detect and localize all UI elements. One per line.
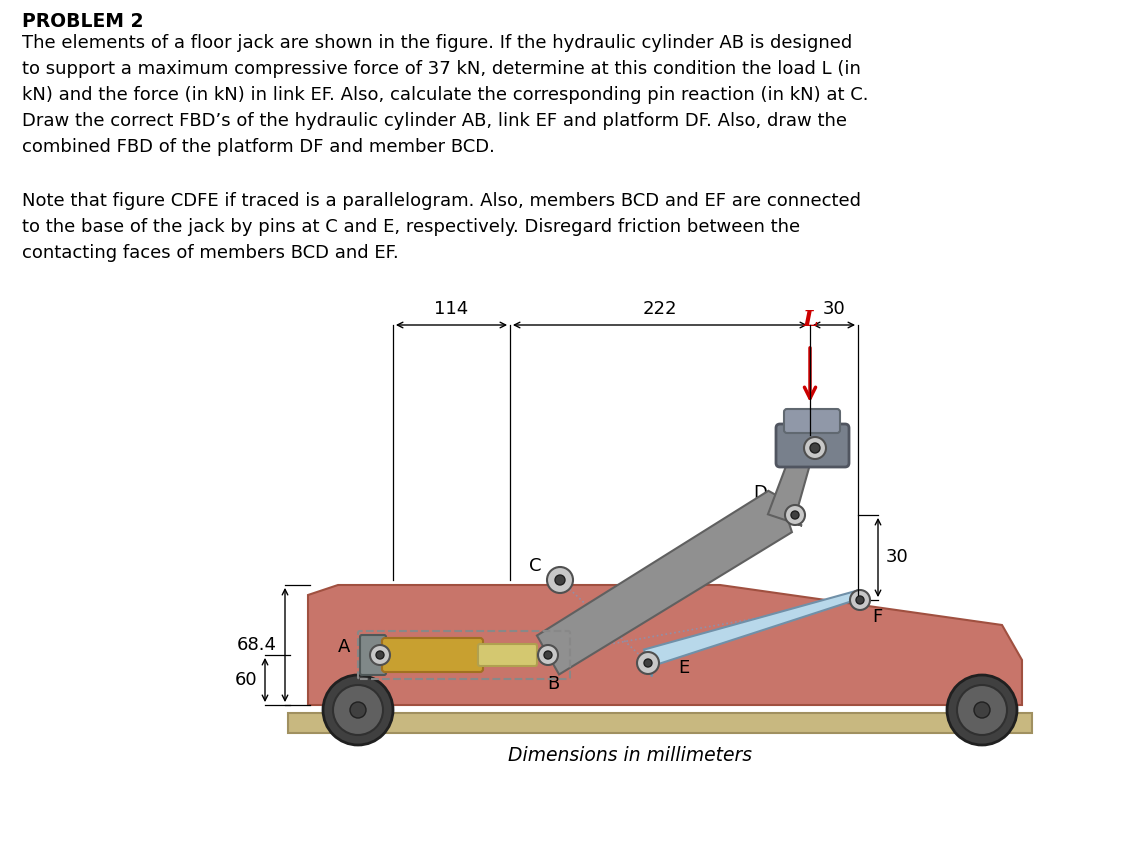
Circle shape [947,675,1017,745]
Circle shape [856,596,864,604]
Text: kN) and the force (in kN) in link EF. Also, calculate the corresponding pin reac: kN) and the force (in kN) in link EF. Al… [22,86,868,104]
Circle shape [547,567,573,593]
Polygon shape [537,491,792,674]
Circle shape [544,651,552,659]
Text: 68.4: 68.4 [237,636,277,654]
Polygon shape [644,591,860,677]
Polygon shape [308,585,1022,705]
Circle shape [333,685,383,735]
Text: F: F [872,608,882,626]
Circle shape [350,702,366,718]
Circle shape [644,659,652,667]
Circle shape [323,675,393,745]
Text: 60: 60 [234,671,256,689]
FancyBboxPatch shape [382,638,483,672]
Text: PROBLEM 2: PROBLEM 2 [22,12,144,31]
Circle shape [538,645,558,665]
Text: The elements of a floor jack are shown in the figure. If the hydraulic cylinder : The elements of a floor jack are shown i… [22,34,853,52]
Text: B: B [547,675,559,693]
Text: to the base of the jack by pins at C and E, respectively. Disregard friction bet: to the base of the jack by pins at C and… [22,218,800,236]
Circle shape [804,437,826,459]
Text: C: C [530,557,542,575]
Circle shape [637,652,659,674]
Text: E: E [678,659,690,677]
Text: 114: 114 [434,300,469,318]
FancyBboxPatch shape [784,409,840,433]
FancyBboxPatch shape [360,635,386,675]
Text: D: D [753,484,767,502]
Circle shape [785,505,806,525]
Polygon shape [768,414,822,525]
Text: to support a maximum compressive force of 37 kN, determine at this condition the: to support a maximum compressive force o… [22,60,861,78]
FancyBboxPatch shape [478,644,537,666]
Circle shape [850,590,870,610]
Text: L: L [802,309,818,331]
FancyBboxPatch shape [776,424,849,467]
Circle shape [370,645,390,665]
Text: Dimensions in millimeters: Dimensions in millimeters [508,746,752,765]
Circle shape [974,702,990,718]
Text: contacting faces of members BCD and EF.: contacting faces of members BCD and EF. [22,244,398,262]
Text: 30: 30 [822,300,845,318]
Polygon shape [288,713,1032,733]
Circle shape [791,511,799,519]
Text: combined FBD of the platform DF and member BCD.: combined FBD of the platform DF and memb… [22,138,495,156]
Circle shape [555,575,565,585]
Circle shape [957,685,1007,735]
Text: 30: 30 [886,549,909,567]
Circle shape [810,443,820,453]
Text: A: A [338,638,350,656]
Text: Draw the correct FBD’s of the hydraulic cylinder AB, link EF and platform DF. Al: Draw the correct FBD’s of the hydraulic … [22,112,847,130]
Text: 222: 222 [642,300,677,318]
Text: Note that figure CDFE if traced is a parallelogram. Also, members BCD and EF are: Note that figure CDFE if traced is a par… [22,192,861,210]
Circle shape [376,651,384,659]
